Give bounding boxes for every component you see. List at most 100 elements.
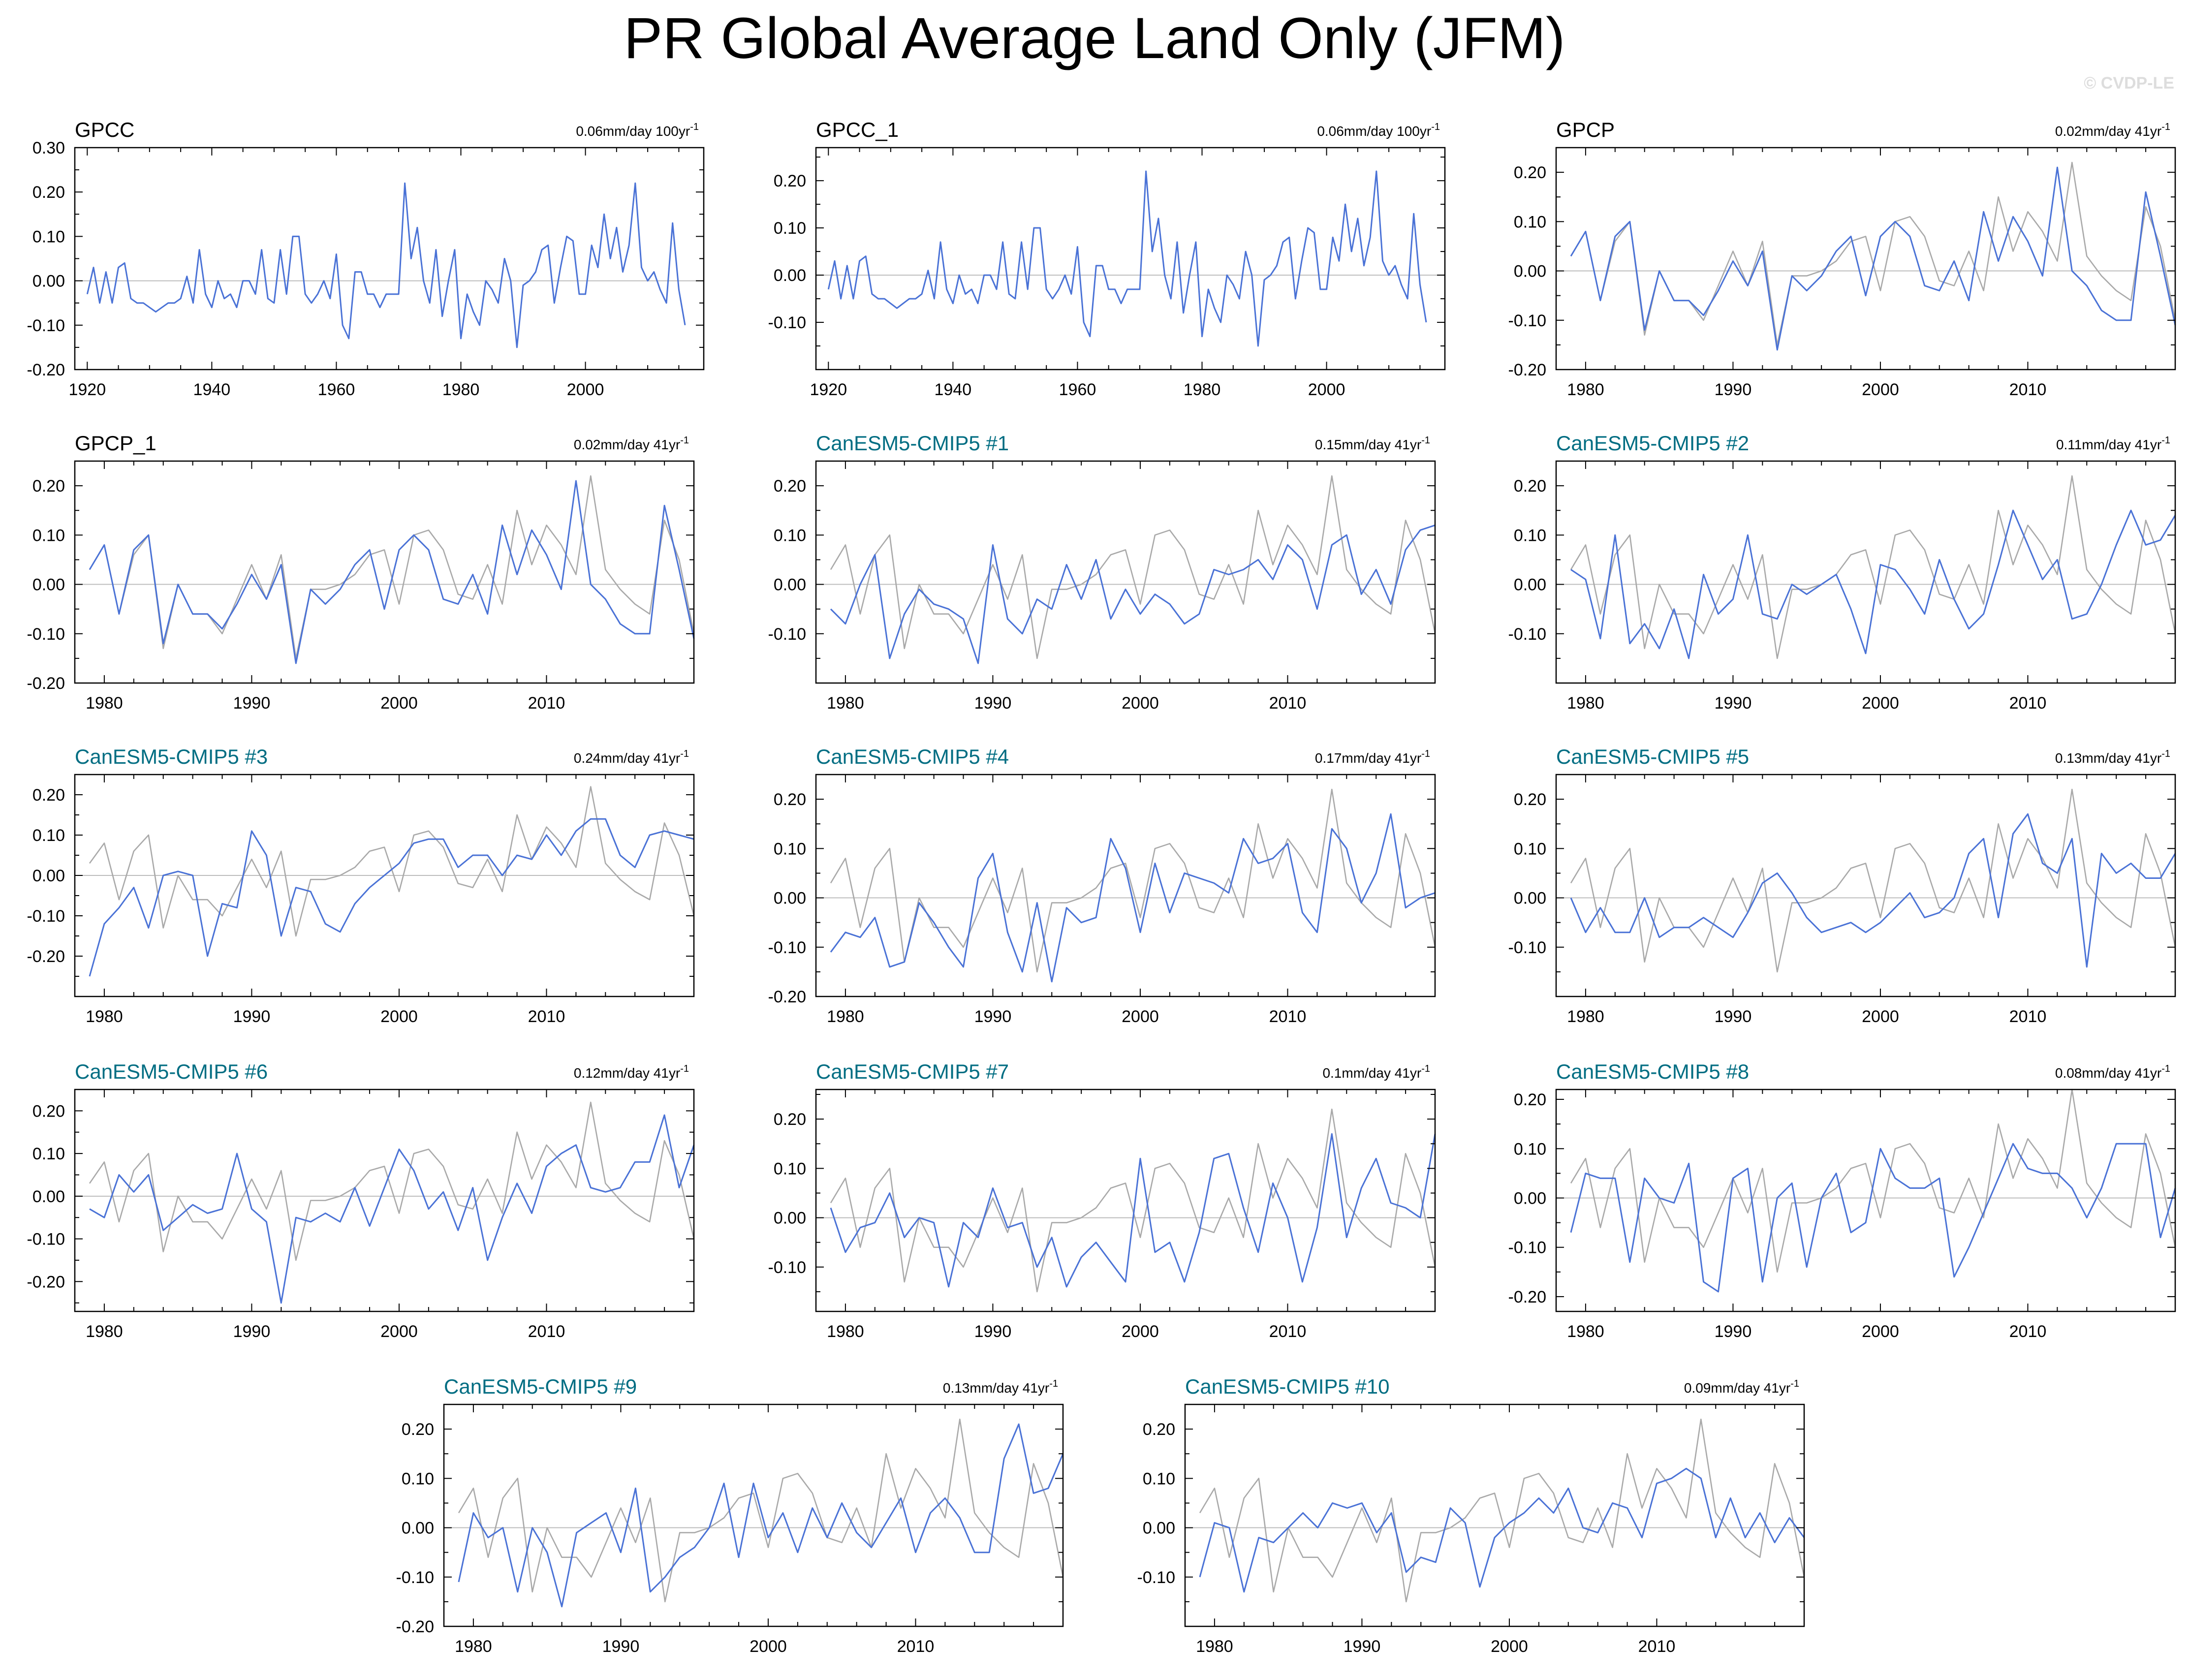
y-tick-label: 0.20 <box>402 1420 434 1439</box>
panel-1: GPCC 0.06mm/day 100yr-1 1920 1940 1960 1980 20… <box>27 118 705 399</box>
y-tick-label: 0.20 <box>32 1102 65 1120</box>
panel-title: CanESM5-CMIP5 #6 <box>75 1060 268 1083</box>
y-tick-label: 0.20 <box>774 172 806 190</box>
x-tick-label: 1980 <box>1567 1322 1604 1341</box>
observed-series-line <box>830 1108 1436 1293</box>
y-tick-label: 0.00 <box>774 576 806 594</box>
trend-exponent: -1 <box>680 1063 689 1074</box>
observed-series-line <box>89 786 695 937</box>
plot-frame <box>74 1089 695 1312</box>
model-series-line <box>1570 1143 2176 1293</box>
observed-series-line <box>830 475 1436 659</box>
plot-frame <box>815 1089 1436 1312</box>
panel-2: GPCC_1 0.06mm/day 100yr-1 1920 1940 1960 1980… <box>768 118 1446 399</box>
plot-frame <box>815 460 1436 684</box>
observed-series-line <box>830 788 1436 973</box>
panel-title: CanESM5-CMIP5 #4 <box>816 745 1009 768</box>
trend-label: 0.06mm/day 100yr-1 <box>1317 122 1440 139</box>
trend-label: 0.24mm/day 41yr-1 <box>574 748 689 766</box>
panel-12: CanESM5-CMIP5 #8 0.08mm/day 41yr-1 1980 199… <box>1508 1060 2176 1341</box>
x-tick-label: 1990 <box>233 1322 271 1341</box>
x-tick-label: 2010 <box>1269 1322 1307 1341</box>
trend-label: 0.02mm/day 41yr-1 <box>574 435 689 452</box>
x-tick-label: 1980 <box>86 1322 123 1341</box>
y-tick-label: 0.10 <box>1143 1469 1175 1488</box>
y-tick-label: 0.00 <box>32 576 65 594</box>
x-tick-label: 2000 <box>1308 380 1345 399</box>
x-tick-label: 1980 <box>1567 694 1604 713</box>
y-tick-label: -0.10 <box>768 625 807 644</box>
model-series-line <box>89 818 694 977</box>
trend-exponent: -1 <box>680 748 689 759</box>
panel-title: CanESM5-CMIP5 #1 <box>816 432 1009 455</box>
x-tick-label: 1990 <box>974 1322 1012 1341</box>
x-tick-label: 1980 <box>827 1322 864 1341</box>
x-tick-label: 2010 <box>528 1322 565 1341</box>
y-tick-label: -0.10 <box>1508 625 1547 644</box>
panel-3: GPCP 0.02mm/day 41yr-1 1980 1990 2000 2010 -0.… <box>1508 118 2176 399</box>
y-tick-label: -0.10 <box>27 316 65 335</box>
panel-title: GPCC <box>75 118 134 141</box>
y-tick-label: 0.30 <box>32 139 65 157</box>
y-tick-label: -0.20 <box>396 1618 435 1636</box>
y-tick-label: 0.20 <box>1514 163 1546 182</box>
x-tick-label: 2010 <box>1638 1637 1676 1656</box>
panel-title: CanESM5-CMIP5 #9 <box>444 1375 637 1398</box>
y-tick-label: 0.00 <box>1514 262 1546 281</box>
y-tick-label: -0.20 <box>27 947 65 966</box>
trend-label: 0.06mm/day 100yr-1 <box>576 122 699 139</box>
y-tick-label: 0.20 <box>774 477 806 496</box>
x-tick-label: 1990 <box>1715 1007 1752 1026</box>
y-tick-label: -0.10 <box>27 907 65 926</box>
trend-label: 0.17mm/day 41yr-1 <box>1315 748 1430 766</box>
panel-title: CanESM5-CMIP5 #5 <box>1556 745 1749 768</box>
x-tick-label: 2000 <box>1122 1007 1159 1026</box>
observed-series-line <box>1570 475 2176 659</box>
trend-exponent: -1 <box>1049 1378 1058 1389</box>
plot-frame <box>74 774 695 997</box>
x-tick-label: 2000 <box>1862 694 1899 713</box>
x-tick-label: 1980 <box>1184 380 1221 399</box>
x-tick-label: 2010 <box>2009 694 2047 713</box>
y-tick-label: -0.10 <box>27 625 65 644</box>
panel-8: CanESM5-CMIP5 #4 0.17mm/day 41yr-1 1980 199… <box>768 745 1436 1026</box>
plot-frame <box>74 147 705 371</box>
y-tick-label: 0.00 <box>32 867 65 885</box>
plot-frame <box>815 774 1436 997</box>
x-tick-label: 1940 <box>193 380 231 399</box>
x-tick-label: 1940 <box>935 380 972 399</box>
y-tick-label: -0.20 <box>27 674 65 693</box>
trend-exponent: -1 <box>2161 435 2170 446</box>
y-tick-label: 0.00 <box>32 272 65 291</box>
y-tick-label: -0.10 <box>1508 1239 1547 1257</box>
y-tick-label: -0.20 <box>1508 361 1547 379</box>
x-tick-label: 1990 <box>1715 694 1752 713</box>
x-tick-label: 2010 <box>2009 1322 2047 1341</box>
model-series-line <box>830 524 1436 664</box>
trend-label: 0.13mm/day 41yr-1 <box>2055 748 2170 766</box>
y-tick-label: 0.00 <box>32 1187 65 1206</box>
plot-frame <box>1555 460 2176 684</box>
x-tick-label: 1980 <box>86 1007 123 1026</box>
y-tick-label: -0.10 <box>768 1258 807 1277</box>
trend-label: 0.11mm/day 41yr-1 <box>2056 435 2170 452</box>
x-tick-label: 2000 <box>380 1007 418 1026</box>
x-tick-label: 1990 <box>233 694 271 713</box>
x-tick-label: 1980 <box>1567 380 1604 399</box>
x-tick-label: 2010 <box>1269 1007 1307 1026</box>
panel-10: CanESM5-CMIP5 #6 0.12mm/day 41yr-1 1980 199… <box>27 1060 695 1341</box>
x-tick-label: 2010 <box>2009 1007 2047 1026</box>
x-tick-label: 2000 <box>1862 380 1899 399</box>
panels: GPCC 0.06mm/day 100yr-1 1920 1940 1960 1980 20… <box>27 118 2176 1656</box>
observed-series-line <box>89 1101 695 1261</box>
x-tick-label: 2000 <box>380 1322 418 1341</box>
x-tick-label: 1990 <box>974 694 1012 713</box>
trend-exponent: -1 <box>1421 435 1430 446</box>
trend-label: 0.1mm/day 41yr-1 <box>1322 1063 1430 1081</box>
trend-exponent: -1 <box>1790 1378 1799 1389</box>
x-tick-label: 2000 <box>750 1637 787 1656</box>
x-tick-label: 2000 <box>567 380 604 399</box>
observed-series-line <box>1570 1089 2176 1273</box>
x-tick-label: 1980 <box>455 1637 492 1656</box>
